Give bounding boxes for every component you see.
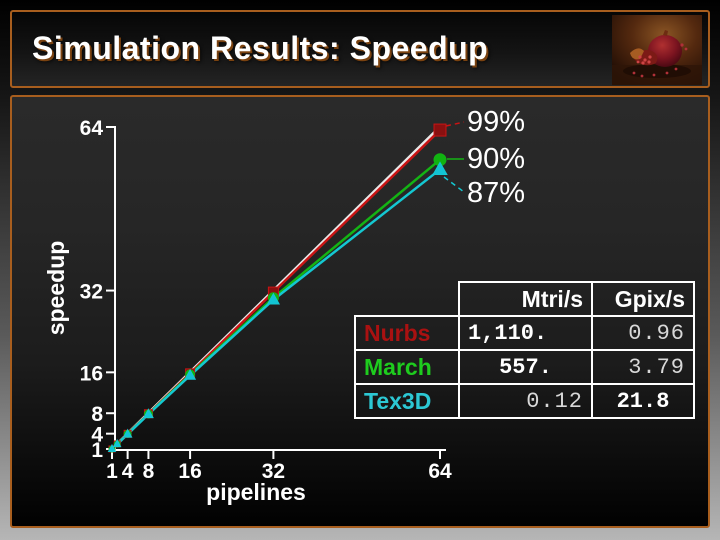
table-row: Tex3D 0.12 21.8 bbox=[354, 383, 695, 419]
row-label-tex3d: Tex3D bbox=[354, 383, 460, 419]
annotation-label-March: 90% bbox=[467, 143, 525, 175]
march-gpixs-value: 3.79 bbox=[591, 349, 695, 385]
y-tick-label: 4 bbox=[91, 424, 103, 447]
y-tick-label: 8 bbox=[91, 403, 103, 426]
y-tick-label: 1 bbox=[91, 439, 103, 462]
performance-table: Mtri/s Gpix/s Nurbs 1,110. 0.96 March 55… bbox=[354, 281, 695, 419]
slide-title: Simulation Results: Speedup bbox=[32, 30, 489, 66]
series-marker-Tex3D bbox=[107, 443, 117, 453]
y-tick-label: 16 bbox=[80, 362, 103, 385]
x-axis-label: pipelines bbox=[206, 479, 306, 505]
series-marker-Nurbs bbox=[433, 123, 447, 137]
column-header-mtris: Mtri/s bbox=[458, 281, 593, 317]
series-marker-Tex3D bbox=[112, 438, 122, 448]
x-tick-label: 1 bbox=[106, 460, 118, 483]
tex3d-gpixs-value: 21.8 bbox=[591, 383, 695, 419]
x-tick-label: 4 bbox=[122, 460, 134, 483]
series-marker-Tex3D bbox=[184, 368, 197, 380]
series-marker-Tex3D bbox=[266, 292, 281, 305]
nurbs-gpixs-value: 0.96 bbox=[591, 315, 695, 351]
annotation-label-Nurbs: 99% bbox=[467, 106, 525, 138]
y-axis-label: speedup bbox=[43, 241, 69, 336]
x-tick-label: 32 bbox=[262, 460, 285, 483]
y-tick-label: 32 bbox=[80, 281, 103, 304]
series-marker-Tex3D bbox=[143, 408, 154, 419]
y-tick-label: 64 bbox=[80, 117, 104, 140]
table-header-row: Mtri/s Gpix/s bbox=[355, 281, 695, 317]
annotation-leader-Nurbs bbox=[445, 121, 465, 127]
x-tick-label: 16 bbox=[178, 460, 201, 483]
row-label-march: March bbox=[354, 349, 460, 385]
nurbs-mtris-value: 1,110. bbox=[458, 315, 593, 351]
table-row: March 557. 3.79 bbox=[354, 349, 695, 385]
x-tick-label: 64 bbox=[428, 460, 452, 483]
title-bar: Simulation Results: Speedup bbox=[10, 10, 710, 88]
series-marker-Tex3D bbox=[432, 161, 448, 176]
column-header-gpixs: Gpix/s bbox=[591, 281, 695, 317]
annotation-leader-Tex3D bbox=[443, 176, 465, 193]
series-marker-Tex3D bbox=[122, 428, 133, 438]
table-corner-cell bbox=[355, 282, 459, 316]
tex3d-mtris-value: 0.12 bbox=[458, 383, 593, 419]
row-label-nurbs: Nurbs bbox=[354, 315, 460, 351]
table-row: Nurbs 1,110. 0.96 bbox=[354, 315, 695, 351]
pomegranate-image bbox=[612, 15, 702, 85]
x-tick-label: 8 bbox=[143, 460, 155, 483]
march-mtris-value: 557. bbox=[458, 349, 593, 385]
annotation-label-Tex3D: 87% bbox=[467, 177, 525, 209]
